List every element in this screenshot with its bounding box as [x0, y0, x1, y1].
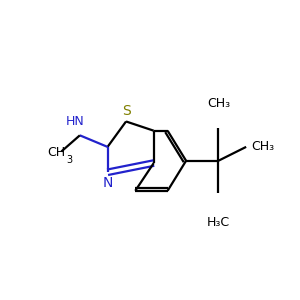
Text: N: N — [102, 176, 113, 190]
Text: HN: HN — [66, 116, 85, 128]
Text: CH₃: CH₃ — [251, 140, 274, 153]
Text: CH₃: CH₃ — [207, 97, 230, 110]
Text: S: S — [122, 104, 130, 118]
Text: 3: 3 — [66, 154, 72, 164]
Text: CH: CH — [48, 146, 66, 159]
Text: H₃C: H₃C — [207, 216, 230, 229]
